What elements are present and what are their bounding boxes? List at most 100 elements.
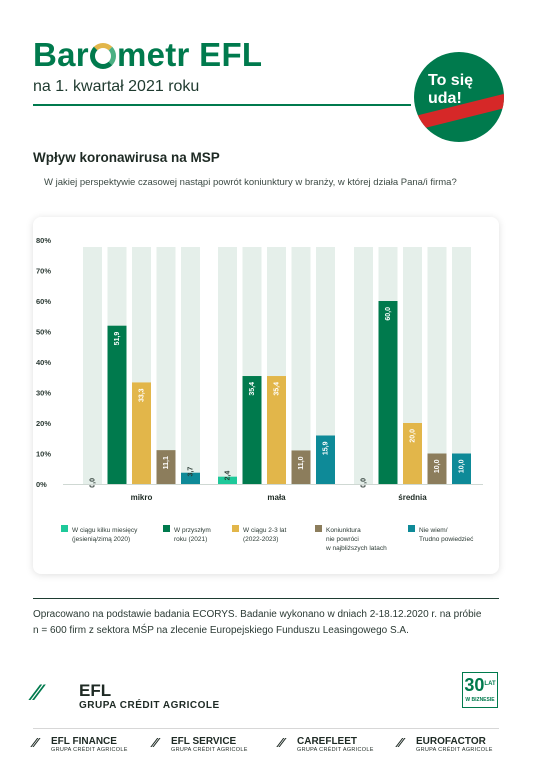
y-tick-label: 40% xyxy=(36,358,51,367)
y-tick-label: 60% xyxy=(36,297,51,306)
bar xyxy=(156,450,176,484)
data-label: 11,1 xyxy=(163,456,170,469)
bar xyxy=(378,301,398,484)
anniversary-lat: LAT xyxy=(484,681,496,687)
bar xyxy=(291,450,311,484)
anniversary-sub: W BIZNESIE xyxy=(465,697,495,703)
legend-swatch xyxy=(232,525,239,532)
data-label: 11,0 xyxy=(298,456,305,469)
data-label: 10,0 xyxy=(434,459,441,473)
company-name: EUROFACTOR xyxy=(416,736,486,747)
category-label: mikro xyxy=(131,493,153,502)
legend-swatch xyxy=(408,525,415,532)
credit-agricole-icon: ⁄⁄ xyxy=(279,735,284,750)
source-line-2: n = 600 firm z sektora MŚP na zlecenie E… xyxy=(33,625,409,636)
source-note: Opracowano na podstawie badania ECORYS. … xyxy=(33,607,503,639)
bar xyxy=(452,453,471,484)
bar xyxy=(181,472,200,484)
credit-agricole-icon: ⁄⁄ xyxy=(33,735,38,750)
y-tick-label: 80% xyxy=(36,236,51,245)
data-label: 60,0 xyxy=(385,307,392,321)
bar-background xyxy=(316,247,335,484)
efl-logo-sub: GRUPA CRÉDIT AGRICOLE xyxy=(79,700,220,711)
bar xyxy=(316,435,335,484)
company-group: GRUPA CRÉDIT AGRICOLE xyxy=(171,747,248,753)
company-group: GRUPA CRÉDIT AGRICOLE xyxy=(51,747,128,753)
legend-swatch xyxy=(61,525,68,532)
data-label: 3,7 xyxy=(187,467,194,477)
bar xyxy=(267,376,286,484)
gauge-ring-icon xyxy=(89,43,116,69)
bar xyxy=(107,325,127,484)
legend-label: W ciągu 2-3 lat xyxy=(243,527,287,534)
bar-background xyxy=(156,247,176,484)
bar xyxy=(427,453,447,484)
brand-text-right: metr EFL xyxy=(116,36,263,73)
bar xyxy=(403,423,422,484)
report-period: na 1. kwartał 2021 roku xyxy=(33,78,200,95)
badge-line-2: uda! xyxy=(428,90,462,107)
category-label: średnia xyxy=(398,493,427,502)
y-tick-label: 30% xyxy=(36,389,51,398)
data-label: 10,0 xyxy=(458,459,465,473)
data-label: 2,4 xyxy=(224,471,231,481)
company-group: GRUPA CRÉDIT AGRICOLE xyxy=(416,747,493,753)
data-label: 35,4 xyxy=(249,382,256,396)
y-tick-label: 0% xyxy=(36,480,47,489)
legend-swatch xyxy=(315,525,322,532)
company-name: EFL SERVICE xyxy=(171,736,237,747)
barometr-logo: Bar metr EFL xyxy=(33,38,262,71)
bar-background xyxy=(354,247,373,484)
bar-background xyxy=(181,247,200,484)
company-name: CAREFLEET xyxy=(297,736,357,747)
credit-agricole-icon: ⁄⁄ xyxy=(398,735,403,750)
anniversary-number: 30LAT xyxy=(463,673,497,696)
bar xyxy=(132,382,151,484)
legend-label: W ciągu kilku miesięcy xyxy=(72,527,138,534)
source-divider xyxy=(33,598,499,599)
data-label: 0,0 xyxy=(360,478,367,488)
bar-background xyxy=(427,247,447,484)
y-tick-label: 70% xyxy=(36,267,51,276)
bar-background xyxy=(83,247,102,484)
legend-label: roku (2021) xyxy=(174,536,207,543)
bar-background xyxy=(452,247,471,484)
legend-label: W przyszłym xyxy=(174,527,211,534)
efl-logo-main: EFL xyxy=(79,681,112,700)
company-group: GRUPA CRÉDIT AGRICOLE xyxy=(297,747,374,753)
legend-label: Trudno powiedzieć xyxy=(419,536,474,543)
data-label: 33,3 xyxy=(138,388,145,402)
footer-divider xyxy=(33,728,499,729)
brand-text-left: Bar xyxy=(33,36,89,73)
badge-line-1: To się xyxy=(428,72,474,89)
badge-text: To się uda! xyxy=(428,72,473,108)
bar xyxy=(218,476,237,484)
data-label: 35,4 xyxy=(273,382,280,396)
legend-label: nie powróci xyxy=(326,536,359,543)
data-label: 51,9 xyxy=(114,332,121,346)
legend-label: (jesienią/zimą 2020) xyxy=(72,536,130,543)
chart-card: 0% 10% 20% 30% 40% 50% 60% 70% 80% 0,0 51,9 33,3 11,… xyxy=(33,217,499,574)
slogan-badge: To się uda! xyxy=(414,52,504,142)
source-line-1: Opracowano na podstawie badania ECORYS. … xyxy=(33,609,482,620)
data-label: 20,0 xyxy=(409,429,416,443)
bar-background xyxy=(291,247,311,484)
credit-agricole-icon: ⁄⁄ xyxy=(153,735,158,750)
y-tick-label: 20% xyxy=(36,419,51,428)
legend-swatch xyxy=(163,525,170,532)
legend-label: w najbliższych latach xyxy=(325,545,387,552)
data-label: 15,9 xyxy=(322,441,329,455)
bar-chart: 0% 10% 20% 30% 40% 50% 60% 70% 80% 0,0 51,9 33,3 11,… xyxy=(36,236,483,552)
header-divider xyxy=(33,104,411,106)
survey-question: W jakiej perspektywie czasowej nastąpi p… xyxy=(44,177,457,188)
bar xyxy=(242,376,262,484)
data-label: 0,0 xyxy=(89,478,96,488)
category-label: mała xyxy=(267,493,286,502)
y-tick-label: 50% xyxy=(36,328,51,337)
anniversary-logo: 30LAT W BIZNESIE xyxy=(462,672,498,708)
legend-label: Nie wiem/ xyxy=(419,527,448,534)
credit-agricole-icon: ⁄⁄ xyxy=(33,680,41,705)
anniversary-number-text: 30 xyxy=(464,675,485,695)
legend-label: Koniunktura xyxy=(326,527,361,534)
y-tick-label: 10% xyxy=(36,450,51,459)
